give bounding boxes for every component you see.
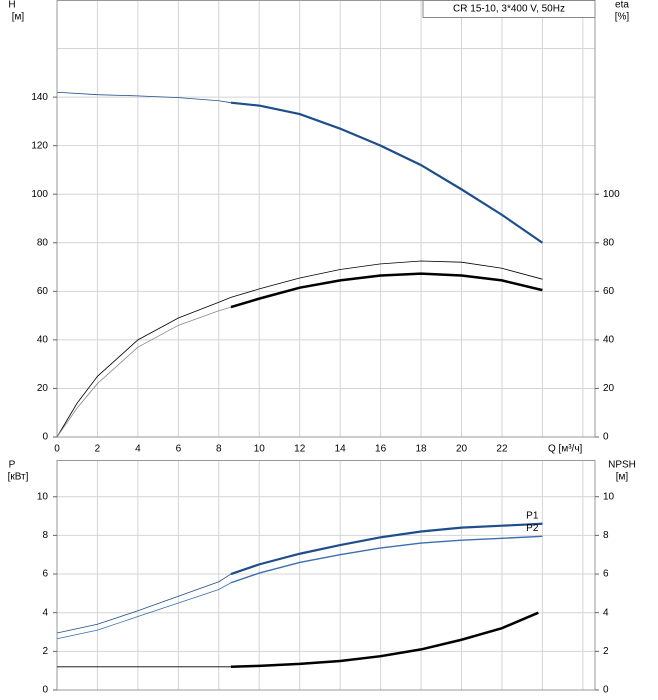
x-tick-label: 12 (294, 444, 306, 455)
y-tick-label: 10 (37, 491, 49, 502)
y-tick-label: 4 (42, 607, 48, 618)
curve (230, 101, 544, 244)
y-tick-label: 2 (42, 646, 48, 657)
x-tick-label: 20 (456, 444, 468, 455)
y-axis-label: H (8, 0, 15, 11)
y-tick-label: 8 (42, 530, 48, 541)
plot-frame (56, 460, 596, 691)
y-tick-label: 0 (42, 685, 48, 696)
plot-frame (56, 0, 596, 438)
x-tick-label: 6 (176, 444, 182, 455)
y2-axis-label: NPSH (608, 460, 636, 471)
y2-tick-label: 2 (603, 646, 609, 657)
x-tick-label: 18 (415, 444, 427, 455)
x-tick-label: 22 (496, 444, 508, 455)
curve (56, 91, 232, 104)
y-axis-label: [м] (12, 12, 25, 23)
legend-text: CR 15-10, 3*400 V, 50Hz (453, 4, 565, 15)
x-axis-label: Q [м³/ч] (548, 444, 583, 455)
y2-tick-label: 80 (603, 237, 615, 248)
y-tick-label: 40 (37, 335, 49, 346)
x-tick-label: 10 (254, 444, 266, 455)
y-axis-label: P (9, 460, 16, 471)
y2-tick-label: 0 (603, 432, 609, 443)
series-label: P2 (526, 523, 539, 534)
y2-tick-label: 100 (603, 189, 620, 200)
curve (56, 260, 543, 438)
y2-tick-label: 4 (603, 607, 609, 618)
y2-axis-label: eta (615, 0, 629, 11)
x-tick-label: 16 (375, 444, 387, 455)
y-tick-label: 100 (31, 189, 48, 200)
y-tick-label: 0 (42, 432, 48, 443)
curve (56, 306, 232, 438)
curve (56, 582, 232, 640)
y2-axis-label: [м] (616, 472, 629, 483)
y-tick-label: 20 (37, 383, 49, 394)
x-tick-label: 14 (335, 444, 347, 455)
y-tick-label: 6 (42, 569, 48, 580)
x-tick-label: 8 (216, 444, 222, 455)
curve (230, 611, 539, 669)
y2-axis-label: [%] (615, 12, 630, 23)
y2-tick-label: 10 (603, 491, 615, 502)
x-tick-label: 2 (95, 444, 101, 455)
y2-tick-label: 6 (603, 569, 609, 580)
x-tick-label: 0 (54, 444, 60, 455)
curve (230, 522, 543, 576)
y2-tick-label: 60 (603, 286, 615, 297)
y-tick-label: 120 (31, 140, 48, 151)
curve (230, 535, 543, 584)
x-tick-label: 4 (135, 444, 141, 455)
curve (230, 272, 543, 309)
y2-tick-label: 8 (603, 530, 609, 541)
legend-box (422, 0, 596, 18)
y-tick-label: 80 (37, 237, 49, 248)
series-label: P1 (526, 510, 539, 521)
y2-tick-label: 20 (603, 383, 615, 394)
y2-tick-label: 0 (603, 685, 609, 696)
y-tick-label: 60 (37, 286, 49, 297)
y2-tick-label: 40 (603, 335, 615, 346)
y-tick-label: 140 (31, 92, 48, 103)
curve (56, 573, 232, 634)
y-axis-label: [кВт] (8, 472, 29, 483)
